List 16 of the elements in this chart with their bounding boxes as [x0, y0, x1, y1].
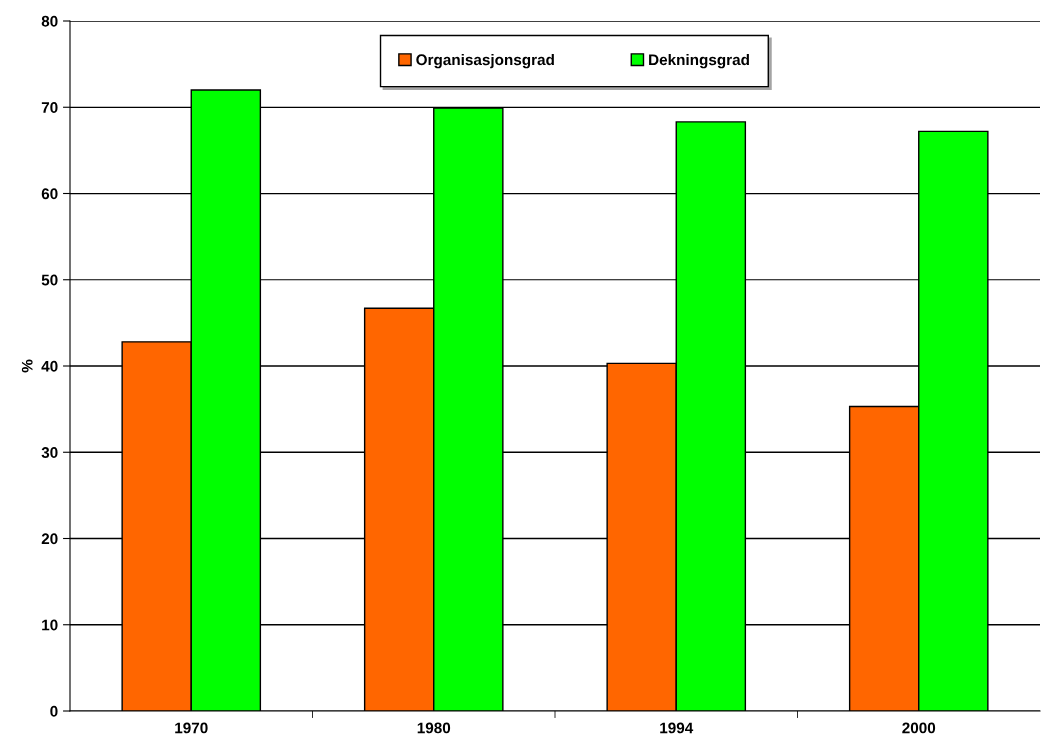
x-tick-label: 2000: [902, 722, 936, 734]
y-tick-label: 60: [41, 188, 58, 200]
y-tick-label: 40: [41, 360, 58, 372]
x-tick-label: 1970: [175, 722, 208, 734]
y-tick-label: 10: [42, 619, 58, 631]
y-tick-label: 70: [41, 102, 58, 113]
x-tick-label: 1994: [660, 722, 694, 734]
y-tick-label: 20: [41, 533, 58, 545]
legend-label: Dekningsgrad: [649, 53, 749, 69]
legend-label: Organisasjonsgrad: [416, 53, 554, 69]
y-axis-title: %: [21, 359, 33, 373]
y-tick-label: 80: [41, 15, 58, 27]
y-tick-label: 50: [41, 274, 58, 286]
x-tick-label: 1980: [417, 722, 451, 734]
y-tick-label: 30: [41, 447, 58, 458]
y-tick-label: 0: [50, 705, 58, 717]
